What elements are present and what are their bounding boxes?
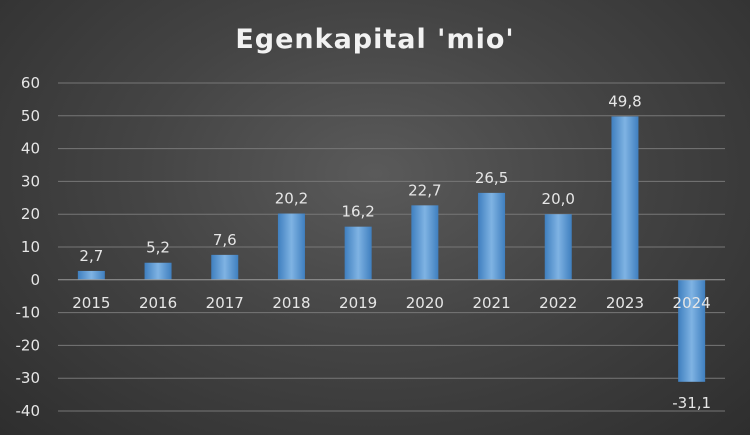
x-tick-label: 2023 — [606, 294, 644, 312]
bar-2019 — [344, 226, 372, 280]
data-label-2019: 16,2 — [341, 203, 374, 221]
x-tick-label: 2017 — [206, 294, 244, 312]
data-label-2016: 5,2 — [146, 239, 170, 257]
bar-2023 — [611, 116, 639, 280]
y-tick-label: 10 — [21, 238, 40, 256]
gridlines — [58, 82, 725, 412]
y-tick-label: 60 — [21, 74, 40, 92]
x-axis-category-labels: 2015 2016 2017 2018 2019 2020 2021 2022 2023 2024 — [72, 294, 710, 312]
data-label-2018: 20,2 — [275, 190, 308, 208]
x-tick-label: 2018 — [272, 294, 310, 312]
x-tick-label: 2021 — [472, 294, 510, 312]
y-tick-label: 30 — [21, 172, 40, 190]
chart-title: Egenkapital 'mio' — [235, 24, 514, 55]
bar-2015 — [77, 270, 105, 280]
x-tick-label: 2020 — [406, 294, 444, 312]
bar-2022 — [544, 214, 572, 280]
data-label-2024: -31,1 — [672, 394, 711, 412]
data-label-2020: 22,7 — [408, 181, 441, 199]
bar-2017 — [211, 254, 239, 280]
y-axis-tick-labels: 60 50 40 30 20 10 0 -10 -20 -30 -40 — [16, 74, 41, 420]
y-tick-label: -20 — [16, 336, 41, 354]
y-tick-label: 50 — [21, 107, 40, 125]
bar-2016 — [144, 262, 172, 280]
y-tick-label: 20 — [21, 205, 40, 223]
x-tick-label: 2024 — [673, 294, 711, 312]
y-tick-label: 40 — [21, 140, 40, 158]
data-label-2017: 7,6 — [213, 231, 237, 249]
bars — [77, 116, 706, 382]
x-tick-label: 2022 — [539, 294, 577, 312]
x-tick-label: 2019 — [339, 294, 377, 312]
bar-2021 — [478, 192, 506, 280]
y-tick-label: -30 — [16, 369, 41, 387]
y-tick-label: -10 — [16, 304, 41, 322]
bar-2020 — [411, 205, 439, 280]
bar-2024 — [678, 279, 706, 382]
data-label-2023: 49,8 — [608, 92, 641, 110]
x-tick-label: 2016 — [139, 294, 177, 312]
bar-2018 — [277, 213, 305, 280]
x-tick-label: 2015 — [72, 294, 110, 312]
data-label-2022: 20,0 — [542, 190, 575, 208]
data-label-2015: 2,7 — [79, 247, 103, 265]
data-label-2021: 26,5 — [475, 169, 508, 187]
y-tick-label: 0 — [30, 271, 40, 289]
y-tick-label: -40 — [16, 402, 41, 420]
data-labels: 2,7 5,2 7,6 20,2 16,2 22,7 26,5 20,0 49,8 -31,1 — [79, 92, 711, 411]
